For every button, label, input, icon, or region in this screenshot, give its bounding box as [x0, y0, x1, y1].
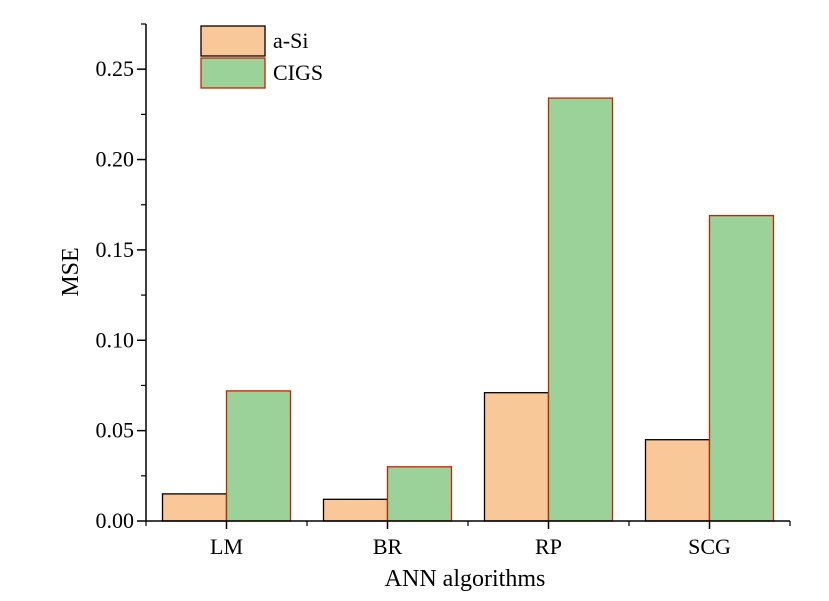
- bars: [161, 97, 775, 522]
- bar-cigs-lm: [225, 390, 292, 522]
- legend-label-a-si: a-Si: [273, 28, 308, 53]
- legend: a-Si CIGS: [200, 25, 323, 89]
- bar-a-si-lm: [161, 493, 228, 522]
- y-tick-label: 0.20: [96, 147, 135, 172]
- x-tick-label: BR: [373, 534, 403, 559]
- x-tick-label: RP: [535, 534, 562, 559]
- bar-a-si-scg: [644, 439, 711, 522]
- y-tick-label: 0.00: [96, 508, 135, 533]
- y-tick-label: 0.10: [96, 327, 135, 352]
- x-tick-label: SCG: [688, 534, 731, 559]
- y-axis-title: MSE: [58, 247, 84, 296]
- bar-a-si-rp: [483, 392, 550, 522]
- legend-swatch-a-si: [200, 25, 266, 57]
- y-tick-label: 0.05: [96, 418, 135, 443]
- legend-label-cigs: CIGS: [273, 60, 323, 85]
- y-tick-label: 0.15: [96, 237, 135, 262]
- y-tick-label: 0.25: [96, 56, 135, 81]
- bar-a-si-br: [322, 498, 389, 522]
- legend-swatch-cigs: [200, 57, 266, 89]
- bar-cigs-scg: [708, 214, 775, 522]
- bar-cigs-rp: [547, 97, 614, 522]
- axes: 0.00 0.05 0.10 0.15 0.20 0.25 LM BR RP SCG: [96, 23, 791, 559]
- x-tick-label: LM: [210, 534, 243, 559]
- x-axis-title: ANN algorithms: [385, 566, 546, 592]
- bar-cigs-br: [386, 466, 453, 522]
